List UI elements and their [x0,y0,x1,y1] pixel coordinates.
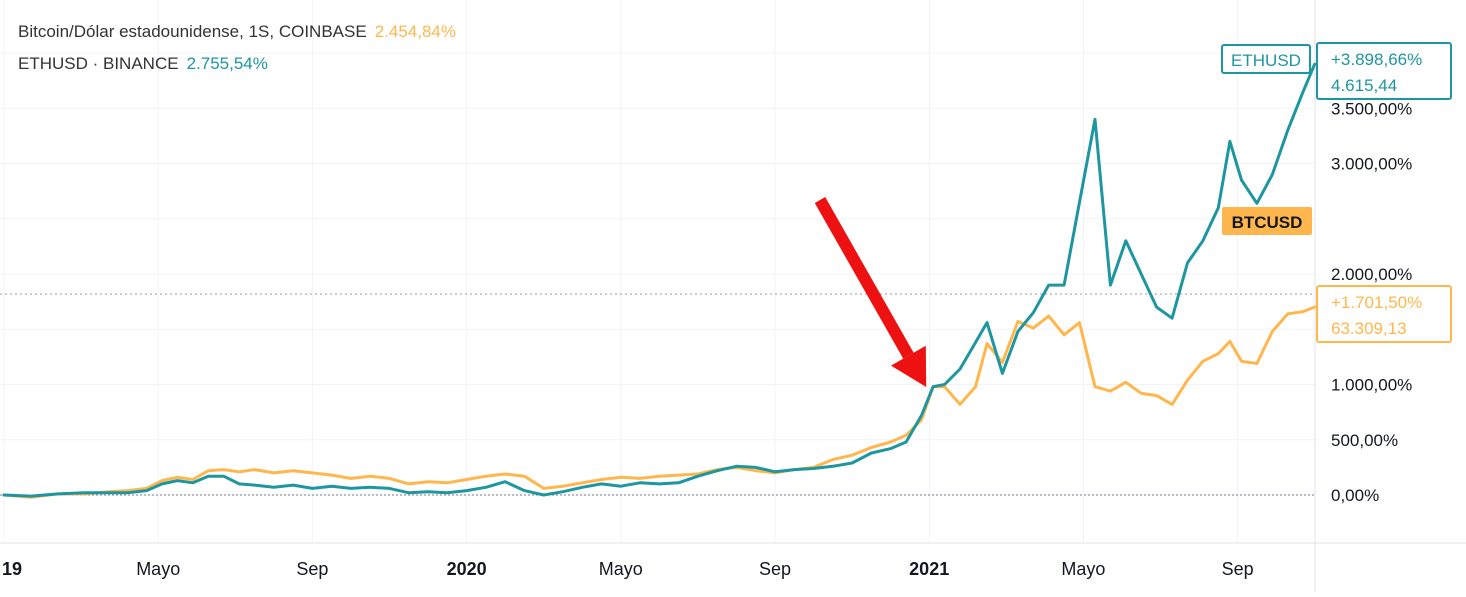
series-line-btcusd [2,305,1317,499]
btc-price-change: +1.701,50% [1331,293,1422,312]
y-tick-label: 3.500,00% [1331,99,1412,118]
eth-price: 4.615,44 [1331,76,1397,95]
eth-price-label-box [1316,42,1452,100]
btc-name-tag [1222,207,1312,235]
y-tick-label: 2.000,00% [1331,265,1412,284]
annotation-arrow-head [891,345,927,387]
series-line-ethusd [2,62,1317,498]
y-tick-label: 3.000,00% [1331,155,1412,174]
btc-name-tag-text: BTCUSD [1232,213,1303,232]
x-tick-label: Mayo [599,559,643,579]
legend-eth: ETHUSD · BINANCE 2.755,54% [18,54,268,74]
legend-btc: Bitcoin/Dólar estadounidense, 1S, COINBA… [18,22,456,42]
btc-price-label-box [1316,285,1452,343]
x-tick-label: 19 [2,559,22,579]
eth-name-tag-text: ETHUSD [1231,51,1301,70]
legend-eth-label: ETHUSD · BINANCE [18,54,179,73]
btc-price: 63.309,13 [1331,319,1407,338]
x-tick-label: Sep [1222,559,1254,579]
legend-btc-label: Bitcoin/Dólar estadounidense, 1S, COINBA… [18,22,367,41]
x-tick-label: Sep [296,559,328,579]
x-tick-label: Mayo [1061,559,1105,579]
y-tick-label: 1.000,00% [1331,376,1412,395]
eth-name-tag [1221,44,1311,74]
legend-btc-value: 2.454,84% [374,22,456,41]
y-tick-label: 0,00% [1331,486,1379,505]
eth-price-change: +3.898,66% [1331,50,1422,69]
x-tick-label: Mayo [136,559,180,579]
x-tick-label: 2021 [909,559,949,579]
legend-eth-value: 2.755,54% [186,54,268,73]
x-tick-label: 2020 [447,559,487,579]
x-tick-label: Sep [759,559,791,579]
y-tick-label: 500,00% [1331,431,1398,450]
annotation-arrow-shaft [814,197,914,359]
